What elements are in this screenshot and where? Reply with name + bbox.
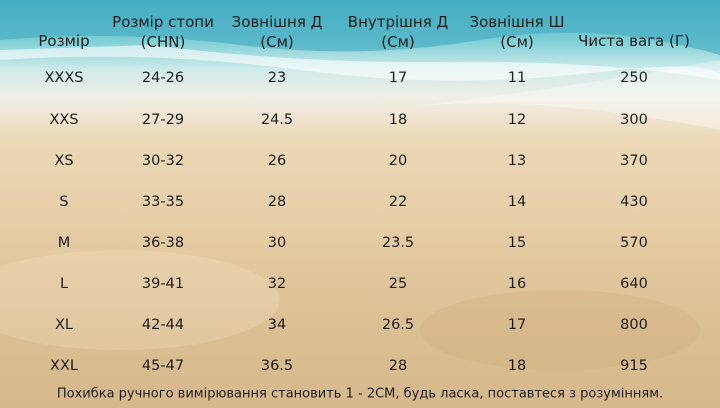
table-cell: 23.5 [381,235,415,251]
column-header: (См) [381,33,415,51]
table-cell: 22 [388,194,408,210]
table-cell: XXS [49,112,79,128]
table-cell: 370 [620,153,648,169]
table-cell: 300 [620,112,648,128]
table-cell: 23 [267,70,287,86]
table-cell: 570 [620,235,648,251]
table-cell: 17 [507,317,527,333]
table-cell: 11 [507,70,527,86]
table-cell: 430 [620,194,648,210]
table-cell: 26.5 [381,317,415,333]
table-cell: 26 [267,153,287,169]
table-cell: 250 [620,70,648,86]
table-cell: 800 [620,317,648,333]
column-header: Зовнішня Ш [469,13,565,31]
column-header: (CHN) [140,33,186,51]
table-cell: 13 [507,153,527,169]
table-cell: 45-47 [141,358,185,374]
table-cell: 30-32 [141,153,185,169]
footer-note: Похибка ручного вимірювання становить 1 … [56,386,664,402]
table-cell: 640 [620,276,648,292]
table-cell: 12 [507,112,527,128]
table-cell: 25 [388,276,408,292]
column-header: Чиста вага (Г) [578,32,690,50]
table-cell: 34 [267,317,287,333]
column-header: (См) [500,33,534,51]
table-cell: 18 [507,358,527,374]
column-header: Розмір [38,32,90,50]
table-cell: M [57,235,71,251]
table-cell: 42-44 [141,317,185,333]
table-cell: S [59,194,69,210]
table-cell: 24-26 [141,70,185,86]
table-cell: 39-41 [141,276,185,292]
column-header: Внутрішня Д [347,13,449,31]
column-header: Зовнішня Д [231,13,323,31]
table-cell: XXXS [44,70,84,86]
table-cell: 16 [507,276,527,292]
table-cell: 36.5 [260,358,294,374]
table-cell: XL [54,317,74,333]
table-cell: XS [54,153,74,169]
table-cell: 15 [507,235,527,251]
table-cell: 24.5 [260,112,294,128]
table-cell: 33-35 [141,194,185,210]
table-cell: 17 [388,70,408,86]
table-cell: 27-29 [141,112,185,128]
table-cell: XXL [50,358,78,374]
table-cell: 18 [388,112,408,128]
column-header: Розмір стопи [112,13,214,31]
column-header: (См) [260,33,294,51]
table-cell: L [59,276,69,292]
table-cell: 36-38 [141,235,185,251]
table-cell: 28 [267,194,287,210]
table-cell: 32 [267,276,287,292]
table-cell: 28 [388,358,408,374]
table-cell: 915 [620,358,648,374]
table-cell: 20 [388,153,408,169]
table-cell: 14 [507,194,527,210]
table-cell: 30 [267,235,287,251]
